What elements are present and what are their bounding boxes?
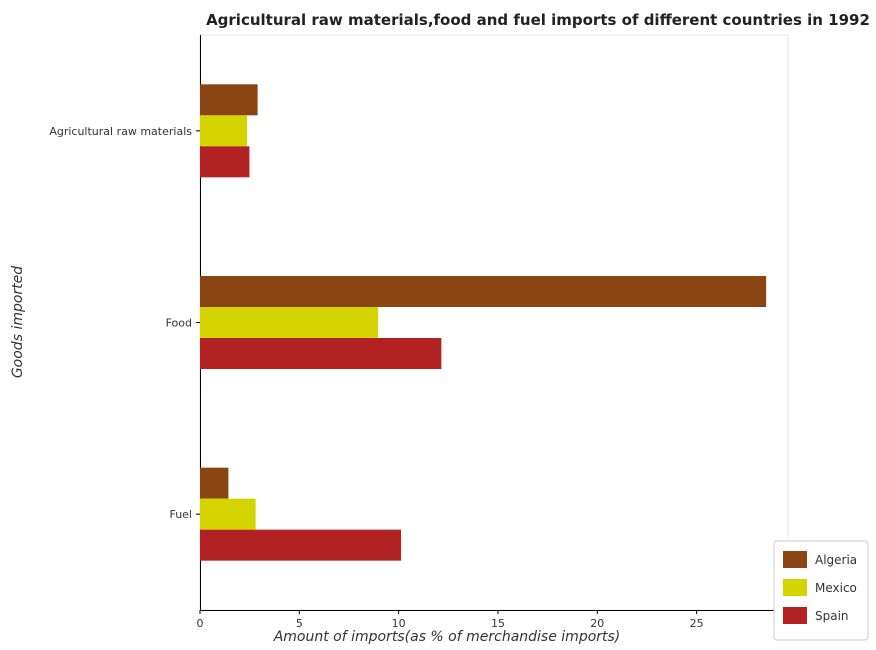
- x-axis-label: Amount of imports(as % of merchandise im…: [273, 629, 621, 645]
- bar-spain-0: [200, 146, 249, 177]
- y-axis-label: Goods imported: [10, 266, 26, 378]
- x-tick-label: 25: [690, 617, 704, 630]
- legend-swatch-spain: [783, 607, 807, 624]
- y-ticks-group: Agricultural raw materials Food Fuel: [49, 125, 200, 521]
- bar-algeria-1: [200, 276, 766, 307]
- x-ticks-group: 0 5 10 15 20 25: [197, 610, 704, 630]
- x-tick-label: 0: [197, 617, 204, 630]
- bar-mexico-0: [200, 115, 247, 146]
- legend-label-algeria: Algeria: [815, 553, 857, 567]
- legend-label-mexico: Mexico: [815, 581, 857, 595]
- bar-algeria-0: [200, 84, 258, 115]
- legend-label-spain: Spain: [815, 609, 849, 623]
- chart-title: Agricultural raw materials,food and fuel…: [206, 11, 870, 29]
- bar-spain-2: [200, 530, 401, 561]
- legend-swatch-algeria: [783, 551, 807, 568]
- y-tick-label: Food: [166, 317, 192, 330]
- legend: Algeria Mexico Spain: [774, 541, 868, 640]
- legend-swatch-mexico: [783, 579, 807, 596]
- bar-mexico-2: [200, 499, 256, 530]
- bar-algeria-2: [200, 468, 228, 499]
- bar-mexico-1: [200, 307, 378, 338]
- bar-spain-1: [200, 338, 441, 369]
- y-tick-label: Agricultural raw materials: [49, 125, 192, 138]
- y-tick-label: Fuel: [169, 508, 192, 521]
